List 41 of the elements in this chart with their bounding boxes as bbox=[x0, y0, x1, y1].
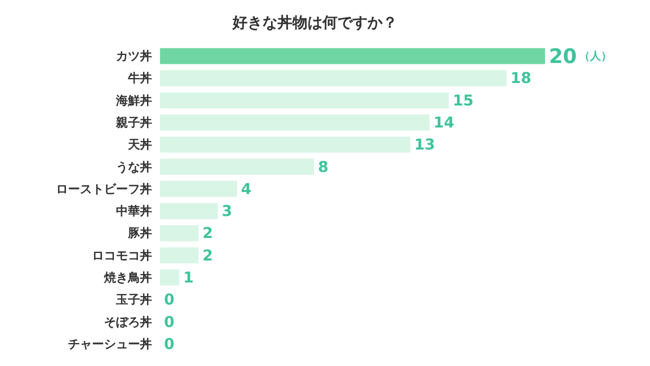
data-label: 8 bbox=[318, 158, 328, 176]
y-tick-label: 中華丼 bbox=[116, 204, 152, 218]
data-label: 18 bbox=[510, 69, 532, 88]
data-label: 2 bbox=[202, 246, 213, 264]
chart-title: 好きな丼物は何ですか？ bbox=[232, 14, 398, 32]
y-tick-label: カツ丼 bbox=[116, 49, 152, 64]
y-tick-label: 天丼 bbox=[127, 138, 152, 152]
bar bbox=[160, 225, 198, 242]
y-tick-label: 豚丼 bbox=[127, 226, 152, 240]
data-label: 20 bbox=[549, 44, 577, 68]
data-label: 15 bbox=[452, 91, 474, 110]
bar bbox=[160, 180, 237, 197]
bar bbox=[160, 114, 430, 130]
data-label: 0 bbox=[164, 334, 174, 353]
data-label: 1 bbox=[183, 268, 194, 286]
bar bbox=[160, 136, 410, 153]
data-label: 0 bbox=[164, 312, 174, 331]
bar bbox=[160, 247, 198, 264]
y-tick-label: ロコモコ丼 bbox=[92, 248, 152, 262]
bar bbox=[160, 70, 506, 86]
data-label: 13 bbox=[414, 136, 436, 154]
data-label: 2 bbox=[202, 224, 213, 242]
bar bbox=[160, 48, 545, 64]
y-tick-label: チャーシュー丼 bbox=[68, 336, 152, 351]
bar bbox=[160, 92, 449, 108]
y-tick-label: うな丼 bbox=[116, 160, 152, 174]
data-label: 14 bbox=[434, 114, 454, 132]
y-tick-label: ローストビーフ丼 bbox=[56, 182, 152, 196]
y-tick-label: 焼き鳥丼 bbox=[103, 270, 152, 284]
bar bbox=[160, 203, 218, 220]
data-label: 4 bbox=[241, 180, 252, 198]
y-tick-label: 親子丼 bbox=[115, 116, 152, 130]
y-tick-label: 玉子丼 bbox=[115, 292, 152, 307]
data-label: 3 bbox=[222, 202, 232, 220]
bar bbox=[160, 158, 314, 175]
y-tick-label: 牛丼 bbox=[127, 71, 152, 86]
y-tick-label: そぼろ丼 bbox=[104, 314, 152, 329]
text: （人） bbox=[579, 50, 612, 63]
bar bbox=[160, 270, 180, 286]
data-label: 0 bbox=[164, 290, 174, 309]
y-tick-label: 海鮮丼 bbox=[115, 93, 152, 108]
